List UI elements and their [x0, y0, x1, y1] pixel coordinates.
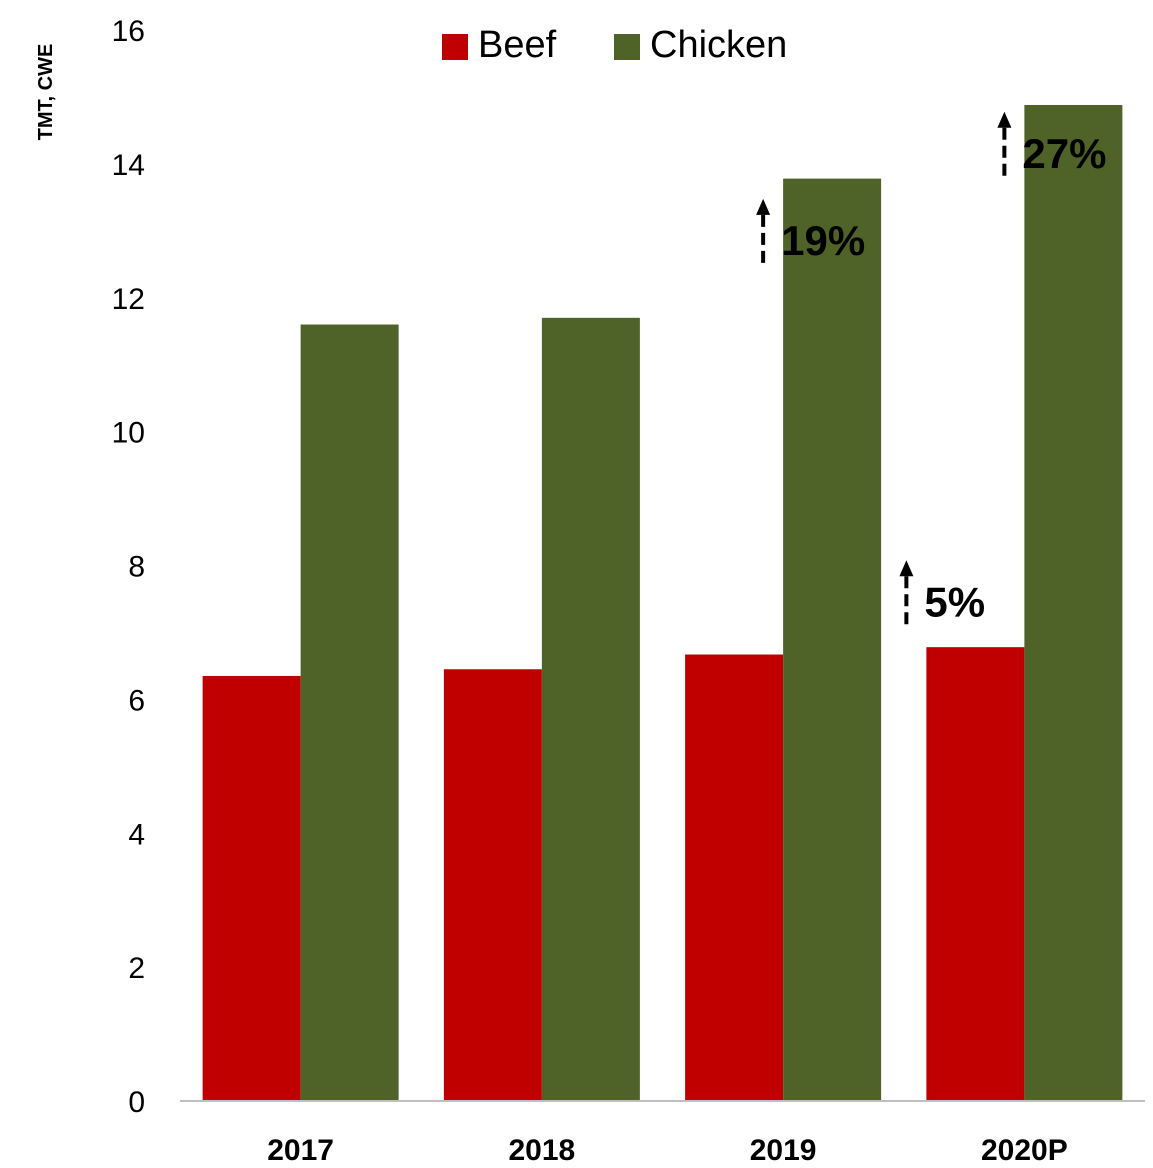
y-tick-label: 14: [112, 149, 145, 182]
legend-label-chicken: Chicken: [650, 24, 787, 66]
bar-chicken-2018: [541, 317, 640, 1101]
growth-annotation: 5%: [899, 560, 985, 625]
legend-swatch-chicken: [614, 34, 640, 60]
growth-label: 19%: [781, 217, 865, 264]
arrow-up-icon: [756, 198, 771, 215]
growth-annotation: 27%: [997, 111, 1106, 177]
legend: Beef Chicken: [442, 24, 787, 66]
bar-beef-2020p: [926, 647, 1025, 1101]
y-tick-label: 8: [128, 551, 145, 584]
y-axis-label: TMT, CWE: [35, 44, 57, 141]
y-tick-label: 10: [112, 417, 145, 450]
legend-label-beef: Beef: [478, 24, 557, 66]
legend-swatch-beef: [442, 34, 468, 60]
arrow-up-icon: [997, 111, 1012, 128]
annotations: 19% 27% 5%: [756, 111, 1106, 625]
growth-annotation: 19%: [756, 198, 865, 264]
bars: [202, 104, 1123, 1102]
y-tick-label: 0: [128, 1086, 145, 1119]
bar-beef-2019: [685, 654, 784, 1101]
bar-beef-2018: [443, 669, 542, 1101]
growth-label: 27%: [1022, 130, 1106, 177]
bar-chicken-2019: [783, 178, 882, 1101]
bar-chicken-2020p: [1024, 104, 1123, 1102]
bar-chicken-2017: [300, 324, 399, 1101]
y-tick-label: 16: [112, 15, 145, 48]
y-tick-label: 4: [128, 818, 145, 851]
x-tick-label: 2018: [509, 1134, 576, 1167]
x-tick-label: 2017: [267, 1134, 334, 1167]
x-tick-label: 2019: [750, 1134, 817, 1167]
arrow-up-icon: [899, 560, 914, 577]
y-tick-label: 6: [128, 684, 145, 717]
y-tick-label: 12: [112, 283, 145, 316]
bar-beef-2017: [202, 675, 301, 1101]
y-tick-label: 2: [128, 952, 145, 985]
growth-label: 5%: [924, 578, 985, 625]
x-tick-label: 2020P: [981, 1134, 1068, 1167]
x-axis-ticks: 2017 2018 2019 2020P: [267, 1134, 1068, 1167]
y-axis-ticks: 0 2 4 6 8 10 12 14 16: [112, 15, 145, 1119]
